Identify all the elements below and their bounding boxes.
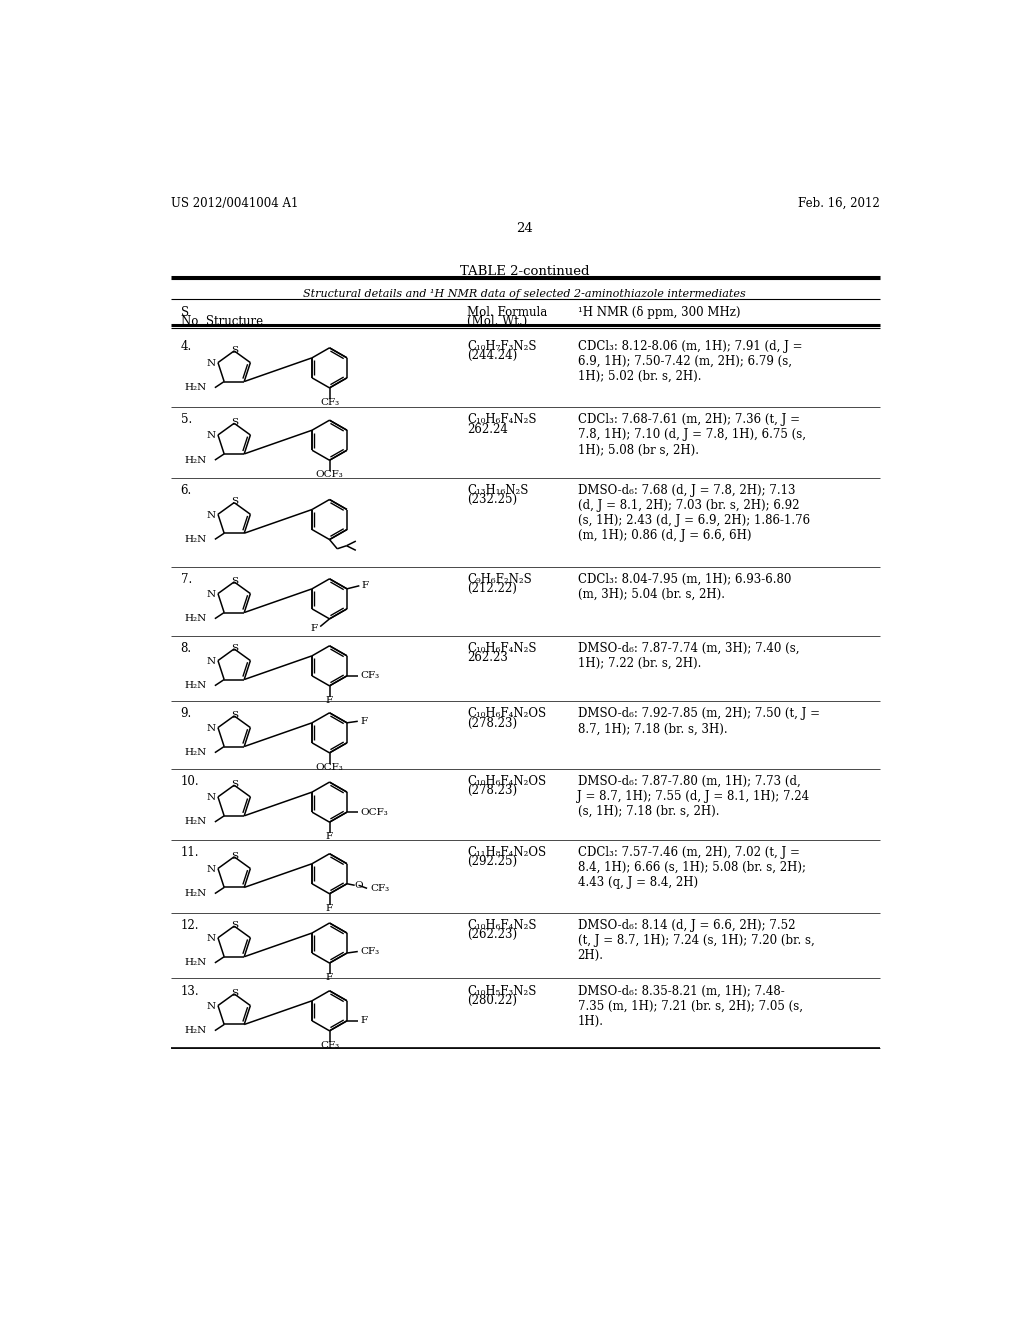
Text: F: F <box>310 623 317 632</box>
Text: H₂N: H₂N <box>184 1026 206 1035</box>
Text: DMSO-d₆: 8.14 (d, J = 6.6, 2H); 7.52
(t, J = 8.7, 1H); 7.24 (s, 1H); 7.20 (br. s: DMSO-d₆: 8.14 (d, J = 6.6, 2H); 7.52 (t,… <box>578 919 814 962</box>
Text: 4.: 4. <box>180 341 191 354</box>
Text: ¹H NMR (δ ppm, 300 MHz): ¹H NMR (δ ppm, 300 MHz) <box>578 306 740 319</box>
Text: (278.23): (278.23) <box>467 784 517 797</box>
Text: No  Structure: No Structure <box>180 314 263 327</box>
Text: OCF₃: OCF₃ <box>315 470 343 479</box>
Text: N: N <box>207 432 216 441</box>
Text: 24: 24 <box>516 222 534 235</box>
Text: N: N <box>207 1002 216 1011</box>
Text: (Mol. Wt.): (Mol. Wt.) <box>467 314 527 327</box>
Text: 12.: 12. <box>180 919 200 932</box>
Text: H₂N: H₂N <box>184 748 206 758</box>
Text: OCF₃: OCF₃ <box>315 763 343 772</box>
Text: S: S <box>180 306 188 319</box>
Text: C₁₀H₆F₄N₂OS: C₁₀H₆F₄N₂OS <box>467 775 547 788</box>
Text: F: F <box>326 696 333 705</box>
Text: DMSO-d₆: 7.68 (d, J = 7.8, 2H); 7.13
(d, J = 8.1, 2H); 7.03 (br. s, 2H); 6.92
(s: DMSO-d₆: 7.68 (d, J = 7.8, 2H); 7.13 (d,… <box>578 484 810 543</box>
Text: C₁₀H₆F₄N₂S: C₁₀H₆F₄N₂S <box>467 919 537 932</box>
Text: DMSO-d₆: 7.87-7.80 (m, 1H); 7.73 (d,
J = 8.7, 1H); 7.55 (d, J = 8.1, 1H); 7.24
(: DMSO-d₆: 7.87-7.80 (m, 1H); 7.73 (d, J =… <box>578 775 810 818</box>
Text: H₂N: H₂N <box>184 455 206 465</box>
Text: S: S <box>231 851 239 861</box>
Text: C₁₀H₅F₃N₂S: C₁₀H₅F₃N₂S <box>467 985 537 998</box>
Text: Feb. 16, 2012: Feb. 16, 2012 <box>798 197 880 210</box>
Text: CF₃: CF₃ <box>360 672 379 680</box>
Text: N: N <box>207 865 216 874</box>
Text: N: N <box>207 511 216 520</box>
Text: H₂N: H₂N <box>184 383 206 392</box>
Text: H₂N: H₂N <box>184 535 206 544</box>
Text: CF₃: CF₃ <box>319 1041 339 1049</box>
Text: CDCl₃: 7.57-7.46 (m, 2H), 7.02 (t, J =
8.4, 1H); 6.66 (s, 1H); 5.08 (br. s, 2H);: CDCl₃: 7.57-7.46 (m, 2H), 7.02 (t, J = 8… <box>578 846 806 888</box>
Text: F: F <box>326 833 333 841</box>
Text: N: N <box>207 590 216 599</box>
Text: (212.22): (212.22) <box>467 582 517 595</box>
Text: S: S <box>231 989 239 998</box>
Text: H₂N: H₂N <box>184 614 206 623</box>
Text: 13.: 13. <box>180 985 200 998</box>
Text: S: S <box>231 346 239 355</box>
Text: DMSO-d₆: 7.87-7.74 (m, 3H); 7.40 (s,
1H); 7.22 (br. s, 2H).: DMSO-d₆: 7.87-7.74 (m, 3H); 7.40 (s, 1H)… <box>578 642 799 671</box>
Text: CDCl₃: 8.12-8.06 (m, 1H); 7.91 (d, J =
6.9, 1H); 7.50-7.42 (m, 2H); 6.79 (s,
1H): CDCl₃: 8.12-8.06 (m, 1H); 7.91 (d, J = 6… <box>578 341 802 383</box>
Text: 262.24: 262.24 <box>467 422 508 436</box>
Text: (232.25): (232.25) <box>467 494 517 507</box>
Text: C₁₀H₇F₃N₂S: C₁₀H₇F₃N₂S <box>467 341 537 354</box>
Text: S: S <box>231 710 239 719</box>
Text: US 2012/0041004 A1: US 2012/0041004 A1 <box>171 197 298 210</box>
Text: 8.: 8. <box>180 642 191 655</box>
Text: F: F <box>360 1016 368 1026</box>
Text: H₂N: H₂N <box>184 817 206 826</box>
Text: 11.: 11. <box>180 846 200 859</box>
Text: C₉H₆F₂N₂S: C₉H₆F₂N₂S <box>467 573 532 586</box>
Text: N: N <box>207 657 216 665</box>
Text: S: S <box>231 498 239 507</box>
Text: CF₃: CF₃ <box>360 946 379 956</box>
Text: DMSO-d₆: 7.92-7.85 (m, 2H); 7.50 (t, J =
8.7, 1H); 7.18 (br. s, 3H).: DMSO-d₆: 7.92-7.85 (m, 2H); 7.50 (t, J =… <box>578 708 819 735</box>
Text: N: N <box>207 935 216 942</box>
Text: CF₃: CF₃ <box>319 399 339 407</box>
Text: 5.: 5. <box>180 413 191 426</box>
Text: CDCl₃: 7.68-7.61 (m, 2H); 7.36 (t, J =
7.8, 1H); 7.10 (d, J = 7.8, 1H), 6.75 (s,: CDCl₃: 7.68-7.61 (m, 2H); 7.36 (t, J = 7… <box>578 413 806 457</box>
Text: N: N <box>207 359 216 368</box>
Text: S: S <box>231 577 239 586</box>
Text: 9.: 9. <box>180 708 191 721</box>
Text: C₁₀H₆F₄N₂S: C₁₀H₆F₄N₂S <box>467 413 537 426</box>
Text: N: N <box>207 793 216 803</box>
Text: C₁₃H₁₆N₂S: C₁₃H₁₆N₂S <box>467 484 528 498</box>
Text: F: F <box>326 973 333 982</box>
Text: 7.: 7. <box>180 573 191 586</box>
Text: C₁₀H₆F₄N₂OS: C₁₀H₆F₄N₂OS <box>467 708 547 721</box>
Text: S: S <box>231 418 239 426</box>
Text: S: S <box>231 780 239 789</box>
Text: OCF₃: OCF₃ <box>360 808 388 817</box>
Text: H₂N: H₂N <box>184 958 206 968</box>
Text: C₁₁H₈F₄N₂OS: C₁₁H₈F₄N₂OS <box>467 846 547 859</box>
Text: Structural details and ¹H NMR data of selected 2-aminothiazole intermediates: Structural details and ¹H NMR data of se… <box>303 289 746 300</box>
Text: F: F <box>361 581 369 590</box>
Text: H₂N: H₂N <box>184 681 206 690</box>
Text: (244.24): (244.24) <box>467 350 518 363</box>
Text: DMSO-d₆: 8.35-8.21 (m, 1H); 7.48-
7.35 (m, 1H); 7.21 (br. s, 2H); 7.05 (s,
1H).: DMSO-d₆: 8.35-8.21 (m, 1H); 7.48- 7.35 (… <box>578 985 803 1027</box>
Text: CDCl₃: 8.04-7.95 (m, 1H); 6.93-6.80
(m, 3H); 5.04 (br. s, 2H).: CDCl₃: 8.04-7.95 (m, 1H); 6.93-6.80 (m, … <box>578 573 791 601</box>
Text: N: N <box>207 723 216 733</box>
Text: 6.: 6. <box>180 484 191 498</box>
Text: S: S <box>231 921 239 929</box>
Text: TABLE 2-continued: TABLE 2-continued <box>460 264 590 277</box>
Text: O: O <box>354 880 364 890</box>
Text: F: F <box>326 904 333 913</box>
Text: (280.22): (280.22) <box>467 994 517 1007</box>
Text: H₂N: H₂N <box>184 890 206 898</box>
Text: S: S <box>231 644 239 652</box>
Text: (278.23): (278.23) <box>467 717 517 730</box>
Text: (262.23): (262.23) <box>467 928 517 941</box>
Text: CF₃: CF₃ <box>371 884 389 892</box>
Text: 262.23: 262.23 <box>467 651 508 664</box>
Text: F: F <box>360 717 368 726</box>
Text: C₁₀H₆F₄N₂S: C₁₀H₆F₄N₂S <box>467 642 537 655</box>
Text: Mol. Formula: Mol. Formula <box>467 306 548 319</box>
Text: (292.25): (292.25) <box>467 855 517 869</box>
Text: 10.: 10. <box>180 775 200 788</box>
